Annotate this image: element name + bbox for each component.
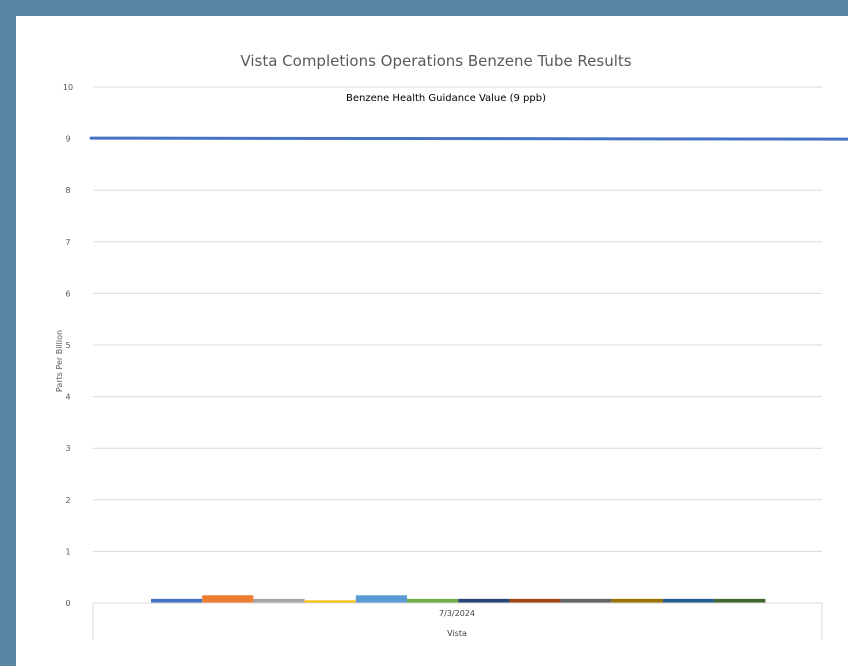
bar-chart: Vista Completions Operations Benzene Tub… [55, 52, 848, 640]
y-tick-label: 10 [63, 83, 73, 92]
bar [509, 598, 561, 603]
bar [560, 598, 612, 603]
y-tick-label: 8 [65, 186, 70, 195]
gridlines [93, 86, 822, 552]
y-tick-label: 4 [65, 393, 70, 402]
chart-panel: Vista Completions Operations Benzene Tub… [16, 16, 848, 666]
y-tick-label: 7 [65, 238, 70, 247]
y-tick-label: 2 [65, 496, 70, 505]
y-tick-label: 1 [65, 547, 70, 556]
y-axis-title: Parts Per Billion [55, 330, 64, 392]
reference-line-label: Benzene Health Guidance Value (9 ppb) [346, 93, 546, 104]
y-tick-label: 9 [65, 135, 70, 144]
x-axis: 7/3/2024 Vista [92, 602, 823, 640]
y-tick-label: 6 [65, 289, 70, 298]
bar [253, 598, 305, 603]
bars [151, 595, 766, 603]
bar [458, 598, 510, 603]
y-tick-label: 5 [65, 341, 70, 350]
bar [202, 595, 254, 603]
bar [304, 600, 356, 603]
bar [663, 598, 715, 603]
y-tick-label: 3 [65, 444, 70, 453]
reference-line [89, 136, 848, 141]
bar [611, 598, 663, 603]
x-category-label: 7/3/2024 [439, 609, 475, 618]
y-tick-label: 0 [65, 599, 70, 608]
bar [407, 598, 459, 603]
bar [151, 598, 203, 603]
chart-title: Vista Completions Operations Benzene Tub… [240, 52, 631, 70]
bar [355, 595, 407, 603]
bar [714, 598, 766, 603]
x-group-label: Vista [447, 629, 467, 638]
y-tick-labels: 0 1 2 3 4 5 6 7 8 9 10 [63, 83, 73, 608]
